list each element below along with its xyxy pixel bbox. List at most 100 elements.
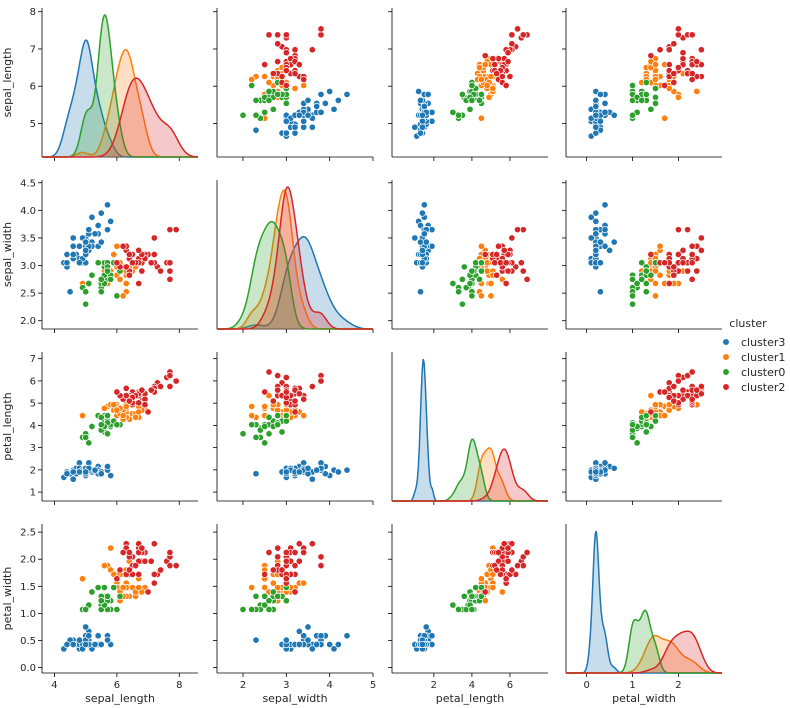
- scatter-point-cluster2: [670, 40, 678, 48]
- kde-fill-cluster0: [566, 610, 722, 673]
- scatter-point-cluster1: [122, 279, 130, 288]
- x-tick-label: 6: [114, 680, 120, 691]
- y-tick-label: 2.0: [20, 555, 36, 566]
- scatter-point-cluster2: [135, 570, 143, 578]
- scatter-point-cluster0: [638, 96, 646, 104]
- scatter-point-cluster3: [295, 627, 303, 635]
- scatter-point-cluster1: [674, 93, 682, 101]
- scatter-point-cluster3: [82, 623, 90, 631]
- scatter-point-cluster3: [416, 129, 425, 137]
- scatter-point-cluster3: [103, 462, 112, 471]
- scatter-point-cluster2: [300, 548, 308, 557]
- scatter-point-cluster2: [679, 49, 687, 57]
- scatter-point-cluster0: [642, 428, 650, 436]
- scatter-point-cluster1: [100, 562, 108, 570]
- scatter-point-cluster2: [150, 234, 158, 242]
- y-tick-label: 4.0: [20, 206, 36, 217]
- scatter-point-cluster1: [248, 412, 256, 420]
- y-tick-label: 4.5: [20, 178, 36, 189]
- scatter-point-cluster3: [326, 640, 334, 649]
- scatter-point-cluster3: [601, 201, 609, 209]
- scatter-point-cluster2: [135, 279, 143, 288]
- y-tick-label: 4: [30, 421, 36, 432]
- scatter-point-cluster2: [697, 390, 705, 398]
- scatter-point-cluster3: [69, 475, 77, 483]
- scatter-point-cluster2: [684, 392, 692, 400]
- scatter-point-cluster0: [477, 592, 485, 600]
- scatter-point-cluster0: [248, 421, 256, 429]
- scatter-point-cluster0: [252, 96, 260, 104]
- scatter-point-cluster3: [411, 234, 419, 242]
- kde-fill-cluster3: [566, 531, 722, 673]
- scatter-point-cluster2: [688, 75, 696, 84]
- scatter-point-cluster2: [481, 588, 489, 596]
- scatter-point-cluster3: [91, 230, 99, 238]
- scatter-point-cluster2: [282, 548, 290, 557]
- scatter-point-cluster1: [489, 583, 497, 592]
- scatter-point-cluster3: [69, 242, 77, 250]
- kde-fill-cluster3: [42, 40, 198, 157]
- scatter-point-cluster3: [420, 230, 428, 238]
- scatter-point-cluster3: [317, 108, 325, 116]
- scatter-point-cluster3: [97, 640, 105, 649]
- scatter-point-cluster1: [661, 114, 669, 122]
- scatter-point-cluster2: [674, 226, 682, 234]
- legend-label-cluster1: cluster1: [741, 351, 785, 364]
- scatter-point-cluster3: [69, 250, 77, 259]
- scatter-point-cluster2: [172, 377, 180, 385]
- scatter-point-cluster2: [261, 61, 269, 69]
- scatter-point-cluster1: [477, 114, 485, 122]
- scatter-point-cluster1: [107, 544, 115, 552]
- scatter-point-cluster1: [647, 392, 655, 400]
- scatter-point-cluster2: [138, 267, 146, 275]
- kde-line-cluster3: [217, 235, 374, 330]
- scatter-point-cluster1: [477, 242, 485, 250]
- y-tick-label: 2: [30, 465, 36, 476]
- scatter-point-cluster3: [103, 636, 112, 644]
- scatter-point-cluster1: [651, 292, 660, 300]
- scatter-point-cluster2: [132, 562, 140, 570]
- scatter-point-cluster2: [317, 25, 325, 33]
- scatter-point-cluster3: [300, 632, 308, 640]
- y-tick-label: 0.0: [20, 663, 36, 674]
- scatter-point-cluster2: [291, 588, 299, 596]
- kde-fill-cluster2: [392, 449, 548, 501]
- scatter-point-cluster3: [75, 242, 83, 250]
- scatter-point-cluster3: [75, 636, 83, 644]
- scatter-point-cluster2: [504, 544, 512, 552]
- scatter-point-cluster0: [88, 422, 96, 431]
- scatter-point-cluster2: [514, 25, 522, 33]
- scatter-point-cluster3: [304, 464, 312, 472]
- panel-petal_length-vs-sepal_width: [213, 352, 374, 505]
- y-tick-label: 2.5: [20, 528, 36, 539]
- scatter-point-cluster0: [100, 583, 108, 592]
- scatter-point-cluster1: [135, 583, 143, 592]
- scatter-point-cluster3: [75, 259, 83, 267]
- scatter-point-cluster1: [113, 242, 121, 250]
- scatter-point-cluster0: [628, 433, 637, 441]
- scatter-point-cluster3: [592, 217, 600, 225]
- scatter-point-cluster2: [494, 242, 503, 250]
- panel-sepal_length-vs-petal_length: [388, 8, 548, 161]
- scatter-point-cluster1: [489, 570, 497, 578]
- scatter-point-cluster2: [670, 382, 678, 391]
- kde-fill-cluster1: [217, 190, 373, 329]
- scatter-point-cluster3: [422, 238, 430, 246]
- scatter-point-cluster2: [150, 540, 158, 548]
- x-tick-label: 2: [431, 680, 437, 691]
- scatter-point-cluster2: [308, 540, 316, 548]
- scatter-point-cluster0: [642, 267, 650, 275]
- scatter-point-cluster0: [278, 428, 286, 436]
- scatter-point-cluster3: [82, 468, 90, 476]
- scatter-point-cluster3: [63, 470, 71, 478]
- scatter-point-cluster1: [300, 81, 308, 90]
- scatter-point-cluster2: [141, 557, 149, 565]
- scatter-point-cluster1: [248, 402, 256, 411]
- legend: cluster cluster3 cluster1 cluster0 cluster2: [722, 317, 785, 394]
- scatter-point-cluster0: [282, 597, 290, 605]
- x-axis-label-sepal_length: sepal_length: [85, 692, 155, 705]
- scatter-point-cluster2: [493, 566, 501, 574]
- scatter-point-cluster2: [500, 540, 508, 548]
- scatter-point-cluster3: [601, 108, 609, 116]
- scatter-point-cluster3: [428, 632, 436, 640]
